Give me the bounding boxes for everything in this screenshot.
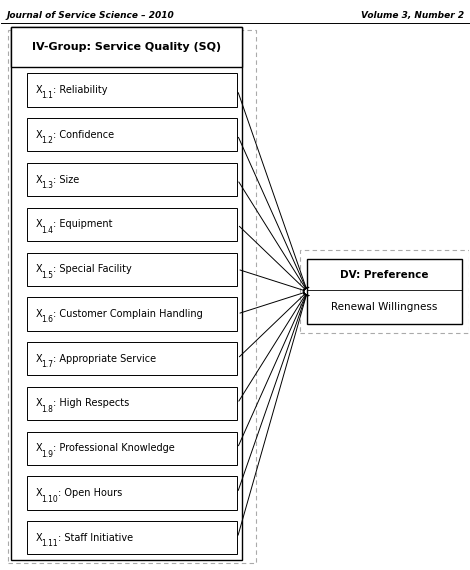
Bar [307, 259, 462, 324]
Text: Journal of Service Science – 2010: Journal of Service Science – 2010 [6, 11, 174, 20]
Text: 1.8: 1.8 [41, 405, 53, 414]
Bar [8, 30, 256, 563]
Text: : Customer Complain Handling: : Customer Complain Handling [54, 309, 203, 319]
Text: 1.7: 1.7 [41, 360, 54, 369]
Bar [11, 27, 242, 560]
Text: 1.9: 1.9 [41, 450, 54, 459]
Bar [27, 387, 237, 420]
Bar [27, 298, 237, 331]
Bar [27, 74, 237, 107]
Bar [27, 208, 237, 241]
Text: IV-Group: Service Quality (SQ): IV-Group: Service Quality (SQ) [32, 42, 221, 52]
Text: : Size: : Size [54, 174, 79, 185]
Text: : High Respects: : High Respects [53, 398, 129, 409]
Text: : Confidence: : Confidence [53, 130, 114, 140]
Bar [27, 521, 237, 555]
Text: 1.3: 1.3 [41, 181, 54, 190]
Text: X: X [36, 443, 42, 453]
Text: 1.6: 1.6 [41, 315, 54, 324]
Bar [27, 163, 237, 196]
Text: X: X [36, 488, 42, 498]
Text: : Professional Knowledge: : Professional Knowledge [54, 443, 175, 453]
Text: : Appropriate Service: : Appropriate Service [54, 354, 157, 364]
Text: X: X [36, 354, 42, 364]
Bar [27, 342, 237, 375]
Bar [27, 118, 237, 152]
Bar [11, 27, 242, 67]
Text: 1.10: 1.10 [41, 495, 58, 503]
Text: 1.4: 1.4 [41, 226, 54, 235]
Text: X: X [36, 533, 42, 543]
Text: DV: Preference: DV: Preference [340, 270, 429, 279]
Text: : Reliability: : Reliability [53, 85, 108, 95]
Text: X: X [36, 398, 42, 409]
Text: 1.11: 1.11 [41, 539, 58, 548]
Text: 1.5: 1.5 [41, 271, 54, 280]
Text: 1.2: 1.2 [41, 136, 53, 145]
Bar [27, 431, 237, 465]
Text: X: X [36, 264, 42, 274]
Bar [300, 250, 469, 333]
Text: 1.1: 1.1 [41, 91, 53, 100]
Text: X: X [36, 85, 42, 95]
Text: X: X [36, 219, 42, 229]
Text: Volume 3, Number 2: Volume 3, Number 2 [361, 11, 464, 20]
Text: : Special Facility: : Special Facility [54, 264, 132, 274]
Text: : Staff Initiative: : Staff Initiative [58, 533, 133, 543]
Text: X: X [36, 309, 42, 319]
Text: : Equipment: : Equipment [54, 219, 113, 229]
Text: : Open Hours: : Open Hours [58, 488, 122, 498]
Bar [27, 477, 237, 510]
Text: X: X [36, 130, 42, 140]
Text: Renewal Willingness: Renewal Willingness [331, 302, 438, 312]
Text: X: X [36, 174, 42, 185]
Bar [27, 253, 237, 286]
